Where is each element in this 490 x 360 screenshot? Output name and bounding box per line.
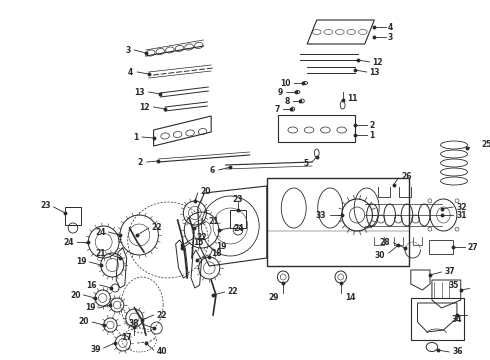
- Text: 19: 19: [85, 303, 96, 312]
- Text: 26: 26: [401, 171, 412, 180]
- Text: 40: 40: [156, 347, 167, 356]
- Text: 20: 20: [70, 291, 81, 300]
- Text: 37: 37: [444, 267, 455, 276]
- Text: 22: 22: [227, 288, 238, 297]
- Text: 3: 3: [388, 32, 393, 41]
- Text: 8: 8: [285, 96, 290, 105]
- Text: 31: 31: [457, 211, 467, 220]
- Text: 2: 2: [369, 121, 375, 130]
- Text: 39: 39: [90, 345, 101, 354]
- Text: 28: 28: [379, 238, 390, 247]
- Text: 19: 19: [76, 257, 86, 266]
- Text: 17: 17: [121, 333, 131, 342]
- Text: 13: 13: [134, 87, 145, 96]
- Bar: [429, 240, 453, 254]
- Text: 25: 25: [482, 140, 490, 149]
- Text: 13: 13: [369, 68, 380, 77]
- Text: 9: 9: [278, 87, 283, 96]
- Text: 14: 14: [345, 292, 356, 302]
- Text: 30: 30: [374, 251, 385, 260]
- Text: 1: 1: [133, 132, 138, 141]
- Text: 4: 4: [128, 68, 133, 77]
- Text: 24: 24: [233, 224, 244, 233]
- Text: 32: 32: [457, 202, 467, 212]
- Text: 11: 11: [347, 94, 358, 103]
- Text: 12: 12: [139, 103, 150, 112]
- Text: 22: 22: [156, 310, 167, 320]
- Bar: [65, 207, 81, 225]
- Text: 24: 24: [95, 228, 105, 237]
- Text: 36: 36: [452, 347, 463, 356]
- Text: 4: 4: [388, 23, 393, 32]
- Bar: [411, 298, 464, 340]
- Text: 33: 33: [316, 211, 326, 220]
- Text: 20: 20: [200, 186, 211, 195]
- Text: 27: 27: [467, 243, 478, 252]
- Text: 22: 22: [197, 233, 207, 242]
- Text: 1: 1: [369, 131, 375, 140]
- Text: 19: 19: [216, 242, 226, 251]
- Text: 18: 18: [211, 249, 222, 258]
- Text: 23: 23: [40, 201, 51, 210]
- Text: 24: 24: [63, 238, 74, 247]
- Text: 5: 5: [303, 158, 308, 167]
- Text: 6: 6: [210, 166, 215, 175]
- Text: 29: 29: [269, 292, 279, 302]
- Bar: [267, 178, 409, 266]
- Text: 22: 22: [152, 222, 162, 231]
- Text: 23: 23: [233, 194, 244, 203]
- Text: 21: 21: [208, 216, 219, 225]
- Text: 12: 12: [372, 58, 383, 67]
- Text: 15: 15: [193, 238, 203, 247]
- Text: 2: 2: [138, 158, 143, 166]
- Text: 7: 7: [275, 104, 280, 113]
- Text: 3: 3: [125, 45, 130, 54]
- Text: 10: 10: [280, 78, 291, 87]
- Text: 35: 35: [448, 282, 459, 291]
- Text: 16: 16: [86, 280, 97, 289]
- Text: 20: 20: [79, 318, 89, 327]
- Bar: [230, 210, 245, 228]
- Text: 38: 38: [128, 319, 139, 328]
- Text: 21: 21: [95, 249, 105, 258]
- Text: 34: 34: [451, 315, 462, 324]
